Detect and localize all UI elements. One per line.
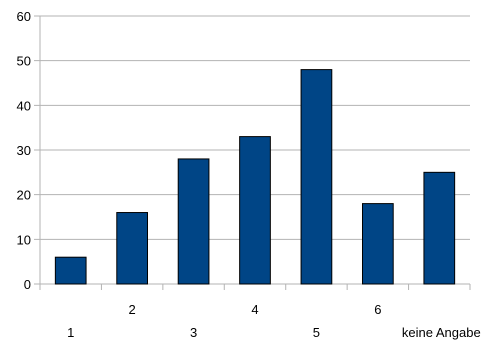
bars (54, 69, 456, 285)
x-tick-label: 3 (190, 325, 197, 340)
bar-2 (116, 212, 148, 285)
y-tick-label: 10 (17, 232, 31, 247)
bar-5 (300, 69, 333, 285)
y-tick-label: 60 (17, 9, 31, 24)
y-tick-label: 0 (24, 277, 31, 292)
x-tick-label: 2 (129, 302, 136, 317)
bar-keine-angabe (423, 171, 456, 285)
x-tick-label: keine Angabe (402, 325, 481, 340)
bar-3 (177, 158, 210, 285)
x-tick-label: 6 (374, 302, 381, 317)
x-tick-label: 1 (67, 325, 74, 340)
y-tick-label: 30 (17, 143, 31, 158)
y-tick-label: 50 (17, 54, 31, 69)
x-tick-label: 4 (251, 302, 258, 317)
y-tick-label: 40 (17, 98, 31, 113)
tick-labels: 0 10 20 30 40 50 60 1 2 3 4 5 6 keine Angabe (17, 9, 481, 340)
bar-4 (239, 136, 271, 285)
bar-1 (54, 256, 87, 285)
x-tick-label: 5 (313, 325, 320, 340)
bar-6 (362, 203, 394, 285)
y-tick-label: 20 (17, 188, 31, 203)
